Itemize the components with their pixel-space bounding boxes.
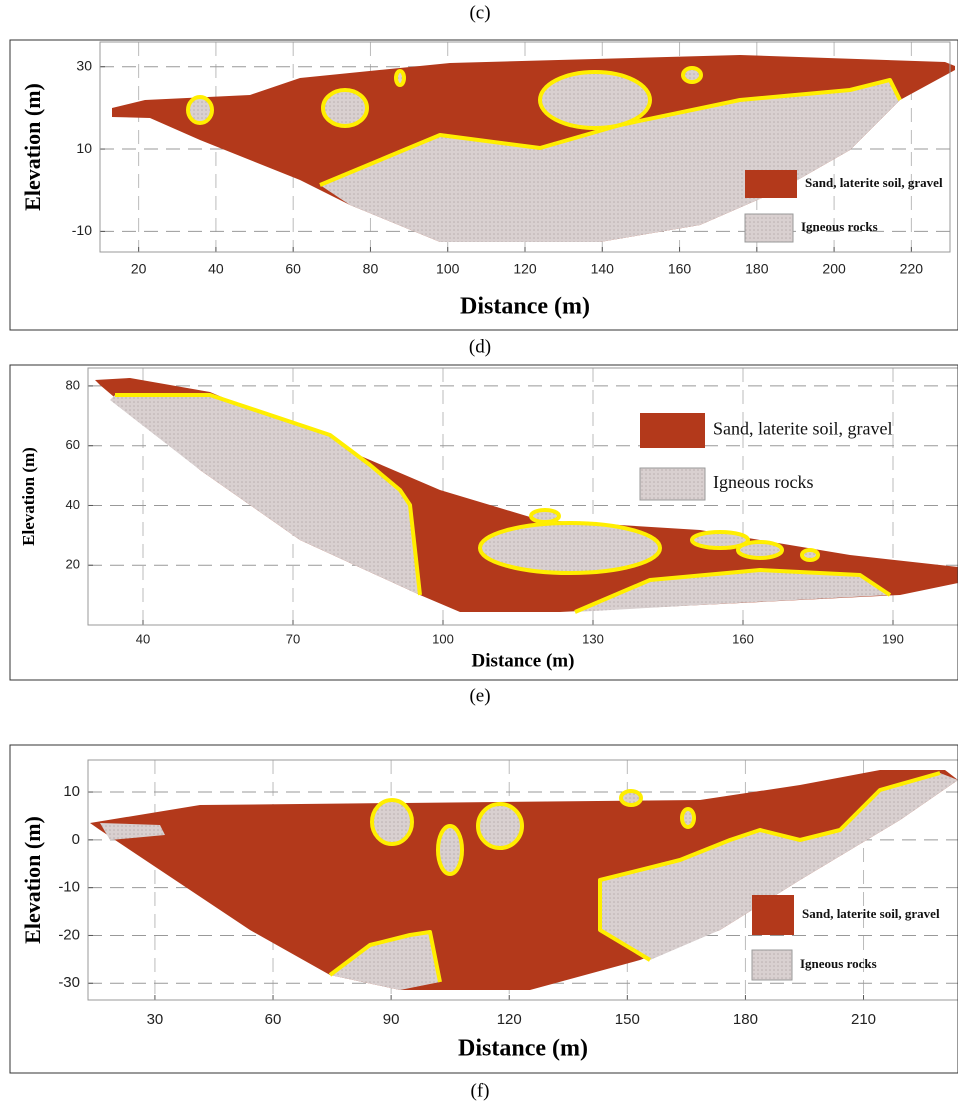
figure: (c) 204060801001201401601802 bbox=[0, 0, 958, 1106]
x-tick-label: 100 bbox=[436, 261, 460, 277]
caption: (d) bbox=[469, 336, 491, 357]
rock-lens bbox=[323, 90, 367, 126]
legend-swatch bbox=[640, 413, 705, 448]
x-tick-label: 100 bbox=[432, 631, 454, 646]
y-tick-label: 10 bbox=[63, 783, 80, 800]
rock-lens bbox=[372, 800, 412, 844]
x-tick-label: 20 bbox=[131, 261, 147, 277]
y-tick-label: 0 bbox=[72, 831, 80, 848]
x-tick-label: 40 bbox=[208, 261, 224, 277]
x-tick-label: 130 bbox=[582, 631, 604, 646]
y-tick-label: 20 bbox=[66, 557, 80, 572]
legend-label: Sand, laterite soil, gravel bbox=[713, 419, 892, 439]
rock-lens bbox=[683, 68, 701, 82]
x-axis-label: Distance (m) bbox=[460, 294, 590, 320]
x-axis-label: Distance (m) bbox=[458, 1036, 588, 1062]
rock-lens bbox=[802, 550, 818, 560]
rock-lens bbox=[621, 791, 641, 805]
rock-lens bbox=[531, 510, 559, 522]
y-tick-label: 10 bbox=[76, 140, 92, 156]
x-tick-label: 190 bbox=[882, 631, 904, 646]
x-tick-label: 120 bbox=[513, 261, 537, 277]
section bbox=[95, 378, 958, 612]
legend-label: Igneous rocks bbox=[800, 956, 877, 971]
rock-lens bbox=[540, 72, 650, 128]
rock-lens bbox=[396, 71, 404, 85]
x-tick-label: 210 bbox=[851, 1011, 876, 1028]
x-tick-label: 90 bbox=[383, 1011, 400, 1028]
x-tick-label: 40 bbox=[136, 631, 150, 646]
rock-lens bbox=[738, 542, 782, 558]
legend-label: Sand, laterite soil, gravel bbox=[802, 906, 940, 921]
x-axis-label: Distance (m) bbox=[472, 650, 575, 671]
x-tick-label: 80 bbox=[363, 261, 379, 277]
caption: (f) bbox=[471, 1080, 490, 1101]
legend-swatch bbox=[752, 950, 792, 980]
x-tick-label: 30 bbox=[147, 1011, 164, 1028]
x-tick-label: 160 bbox=[732, 631, 754, 646]
rock-lens bbox=[480, 523, 660, 573]
rock-lens bbox=[478, 804, 522, 848]
legend-label: Igneous rocks bbox=[713, 472, 813, 492]
legend-label: Igneous rocks bbox=[801, 219, 878, 234]
legend-swatch bbox=[640, 468, 705, 500]
legend-swatch bbox=[745, 170, 797, 198]
x-tick-label: 60 bbox=[265, 1011, 282, 1028]
x-tick-label: 180 bbox=[733, 1011, 758, 1028]
y-tick-label: 30 bbox=[76, 57, 92, 73]
x-tick-label: 160 bbox=[668, 261, 692, 277]
rock-lens bbox=[438, 826, 462, 874]
rock-lens bbox=[188, 97, 212, 123]
y-tick-label: -20 bbox=[58, 926, 80, 943]
rock-lens bbox=[682, 809, 694, 827]
x-tick-label: 60 bbox=[285, 261, 301, 277]
caption: (c) bbox=[469, 2, 490, 23]
x-tick-label: 120 bbox=[497, 1011, 522, 1028]
legend-label: Sand, laterite soil, gravel bbox=[805, 175, 943, 190]
x-tick-label: 70 bbox=[286, 631, 300, 646]
y-tick-label: -10 bbox=[72, 222, 92, 238]
x-tick-label: 220 bbox=[900, 261, 924, 277]
x-tick-label: 200 bbox=[822, 261, 846, 277]
y-axis-label: Elevation (m) bbox=[19, 447, 38, 546]
x-tick-label: 150 bbox=[615, 1011, 640, 1028]
y-tick-label: -30 bbox=[58, 974, 80, 991]
x-tick-label: 180 bbox=[745, 261, 769, 277]
y-axis-label: Elevation (m) bbox=[20, 816, 45, 944]
y-axis-label: Elevation (m) bbox=[20, 83, 45, 211]
legend-swatch bbox=[745, 214, 793, 242]
legend-swatch bbox=[752, 895, 794, 935]
y-tick-label: -10 bbox=[58, 879, 80, 896]
y-tick-label: 40 bbox=[66, 497, 80, 512]
section bbox=[112, 55, 955, 242]
x-tick-label: 140 bbox=[591, 261, 615, 277]
caption: (e) bbox=[469, 685, 490, 706]
y-tick-label: 80 bbox=[66, 377, 80, 392]
y-tick-label: 60 bbox=[66, 437, 80, 452]
